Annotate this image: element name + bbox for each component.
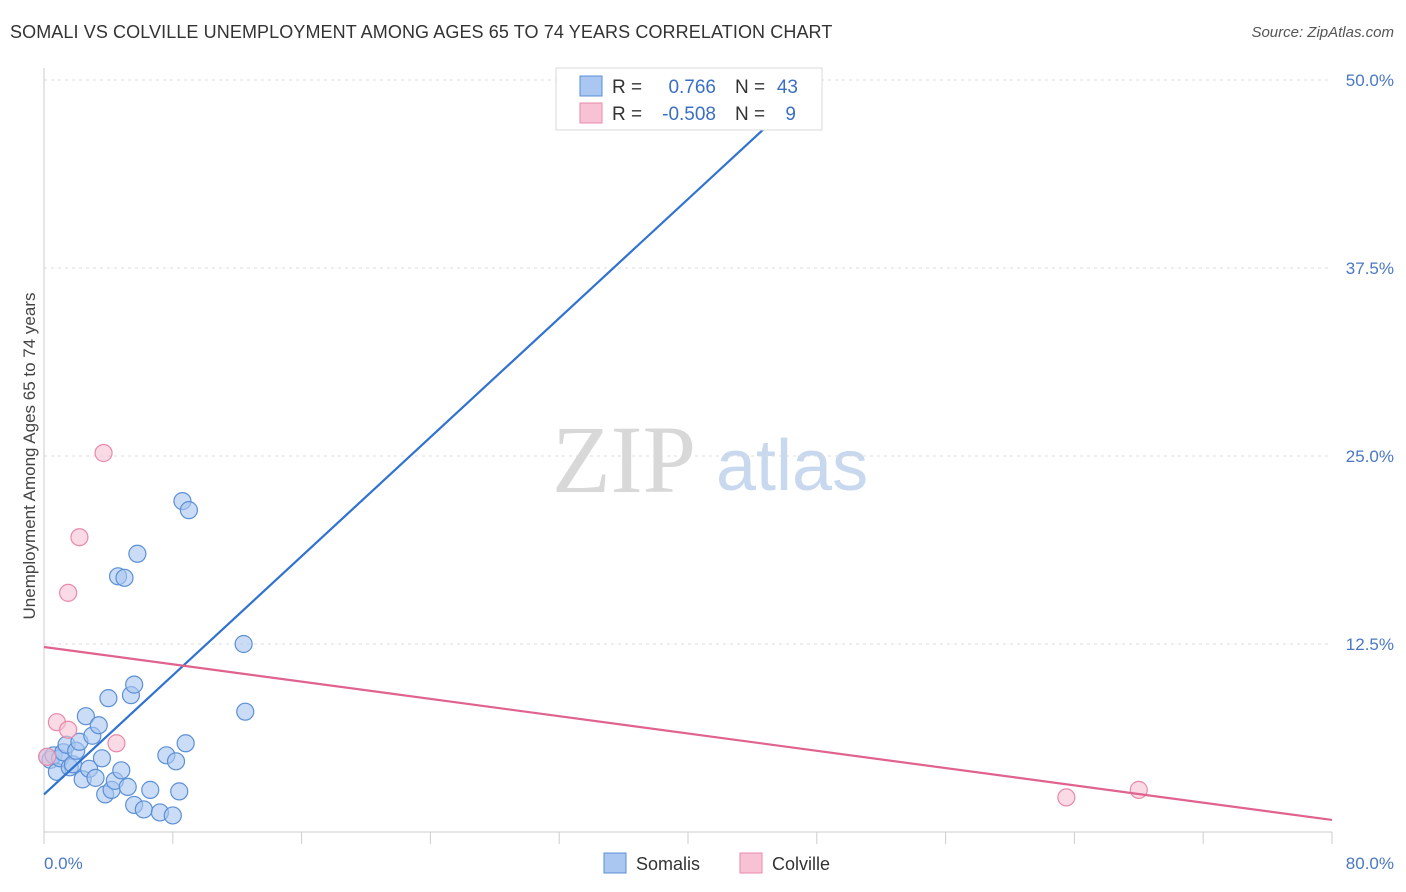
legend-swatch-somalis — [579, 75, 603, 97]
data-point-somalis — [134, 800, 153, 819]
y-tick-label: 25.0% — [1346, 447, 1394, 466]
grid — [44, 79, 1332, 645]
data-point-somalis — [176, 734, 195, 753]
data-point-somalis — [89, 716, 108, 735]
data-point-somalis — [115, 568, 134, 587]
data-point-somalis — [92, 749, 112, 768]
legend-r-value-2: -0.508 — [662, 104, 716, 125]
scatter-points — [38, 93, 1148, 825]
series-legend: Somalis Colville — [603, 852, 830, 874]
data-point-somalis — [166, 752, 186, 771]
watermark-zip: ZIP — [552, 406, 696, 513]
legend-r-label-1: R = — [612, 77, 642, 98]
data-point-somalis — [76, 707, 95, 726]
data-point-somalis — [112, 761, 131, 780]
legend-r-value-1: 0.766 — [668, 77, 716, 98]
trend-line-colville — [43, 645, 1333, 822]
legend-n-label-1: N = — [735, 77, 765, 98]
data-point-colville — [59, 583, 78, 602]
data-point-somalis — [99, 689, 118, 708]
x-tick-label-max: 80.0% — [1346, 854, 1394, 873]
legend-r-label-2: R = — [612, 104, 642, 125]
data-point-somalis — [118, 777, 137, 796]
data-point-somalis — [234, 634, 253, 654]
source-label: Source: ZipAtlas.com — [1251, 24, 1394, 41]
y-axis-label: Unemployment Among Ages 65 to 74 years — [20, 293, 39, 620]
trend-lines — [43, 79, 1333, 822]
data-point-colville — [70, 528, 89, 547]
data-point-somalis — [128, 544, 147, 563]
data-point-somalis — [179, 501, 198, 520]
data-point-somalis — [170, 782, 189, 801]
correlation-legend: R = 0.766 N = 43 R = -0.508 N = 9 — [555, 67, 823, 131]
y-tick-labels: 12.5% 25.0% 37.5% 50.0% — [1346, 71, 1394, 654]
y-tick-label: 50.0% — [1346, 71, 1394, 90]
bottom-legend-swatch-somalis — [603, 852, 627, 874]
data-point-somalis — [163, 806, 182, 825]
data-point-somalis — [125, 675, 144, 694]
data-point-colville — [59, 720, 78, 739]
trend-line-somalis — [43, 79, 818, 796]
y-tick-label: 12.5% — [1346, 635, 1394, 654]
bottom-legend-label-colville: Colville — [772, 854, 830, 874]
data-point-colville — [94, 443, 113, 463]
bottom-legend-swatch-colville — [739, 852, 763, 874]
bottom-legend-label-somalis: Somalis — [636, 854, 700, 874]
legend-n-value-2: 9 — [785, 104, 796, 125]
x-ticks — [43, 832, 1333, 844]
legend-n-label-2: N = — [735, 104, 765, 125]
data-point-colville — [38, 747, 57, 766]
watermark-atlas: atlas — [716, 426, 868, 506]
y-tick-label: 37.5% — [1346, 259, 1394, 278]
legend-n-value-1: 43 — [777, 77, 798, 98]
data-point-somalis — [236, 702, 255, 721]
data-point-colville — [107, 734, 126, 753]
chart-title: SOMALI VS COLVILLE UNEMPLOYMENT AMONG AG… — [10, 22, 833, 42]
data-point-colville — [1057, 788, 1076, 807]
legend-swatch-colville — [579, 102, 603, 124]
x-tick-label-min: 0.0% — [44, 854, 83, 873]
data-point-somalis — [141, 780, 160, 799]
data-point-somalis — [86, 768, 105, 787]
